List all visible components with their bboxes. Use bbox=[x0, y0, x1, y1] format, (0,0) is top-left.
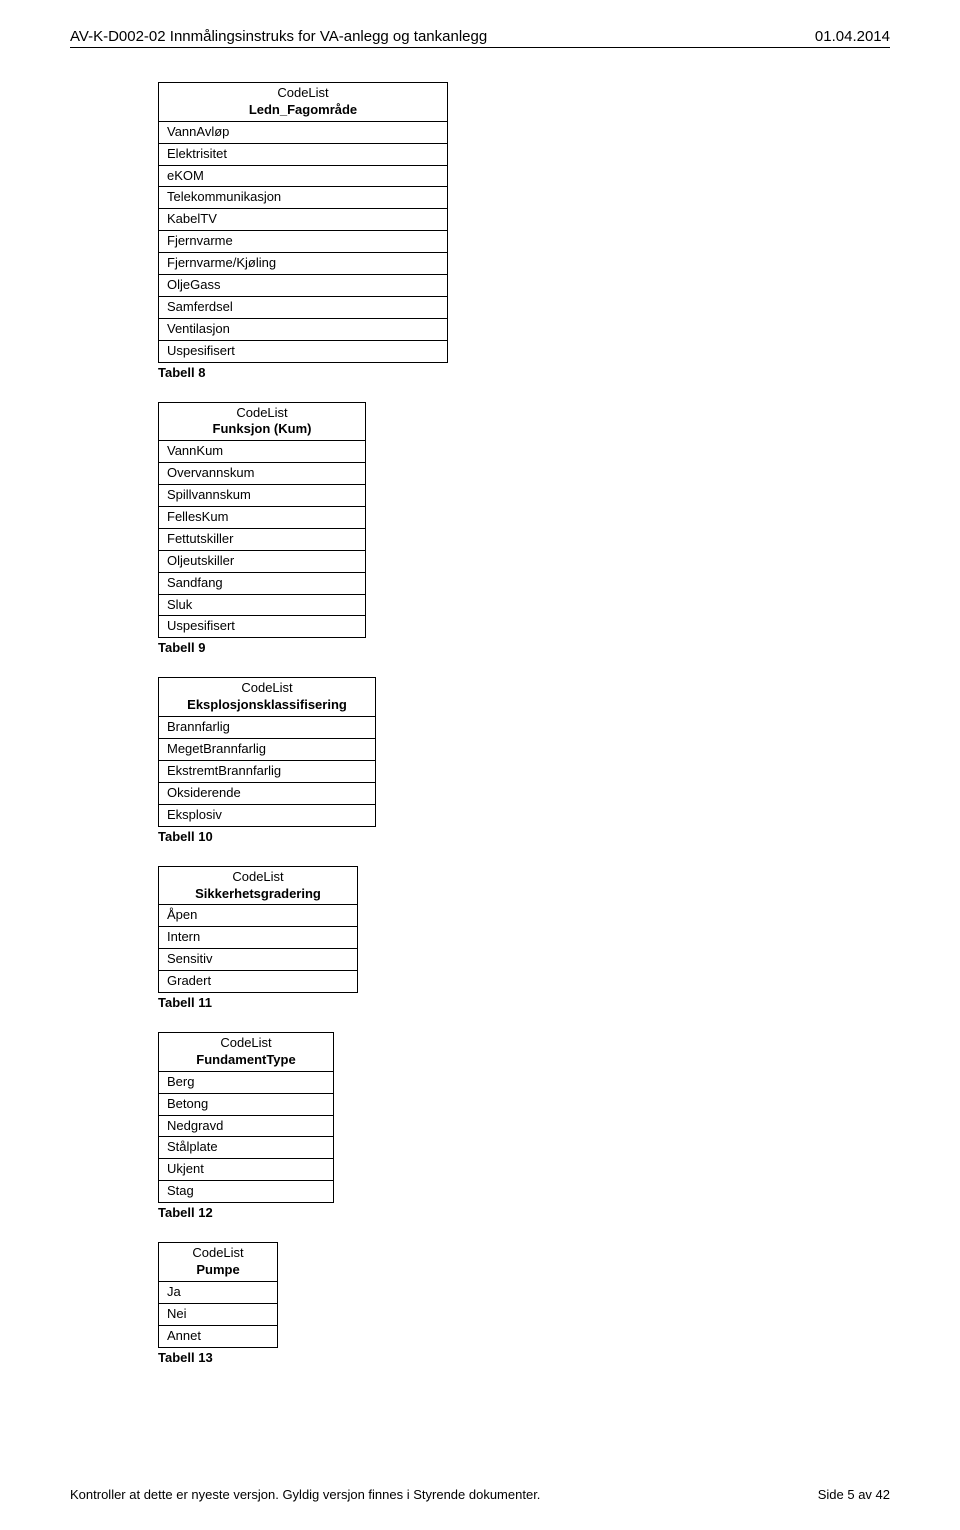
codelist-row: Berg bbox=[159, 1071, 334, 1093]
codelist-label: CodeList bbox=[167, 405, 357, 422]
codelist-row: Oksiderende bbox=[159, 782, 376, 804]
header-left: AV-K-D002-02 Innmålingsinstruks for VA-a… bbox=[70, 28, 487, 45]
codelist-row: Samferdsel bbox=[159, 296, 448, 318]
table-caption: Tabell 9 bbox=[158, 640, 890, 655]
table-caption: Tabell 8 bbox=[158, 365, 890, 380]
codelist-row: Nedgravd bbox=[159, 1115, 334, 1137]
codelist-table: CodeListFunksjon (Kum)VannKumOvervannsku… bbox=[158, 402, 366, 639]
codelist-row: Annet bbox=[159, 1325, 278, 1347]
codelist-row: EkstremtBrannfarlig bbox=[159, 760, 376, 782]
codelist-title: FundamentType bbox=[167, 1052, 325, 1069]
page-header: AV-K-D002-02 Innmålingsinstruks for VA-a… bbox=[70, 28, 890, 45]
page-footer: Kontroller at dette er nyeste versjon. G… bbox=[70, 1487, 890, 1502]
codelist-row: Sluk bbox=[159, 594, 366, 616]
codelist-table: CodeListSikkerhetsgraderingÅpenInternSen… bbox=[158, 866, 358, 993]
codelist-table: CodeListPumpeJaNeiAnnet bbox=[158, 1242, 278, 1347]
codelist-row: Ukjent bbox=[159, 1159, 334, 1181]
codelist-label: CodeList bbox=[167, 1035, 325, 1052]
codelist-row: Fjernvarme/Kjøling bbox=[159, 253, 448, 275]
codelist-row: Stag bbox=[159, 1181, 334, 1203]
footer-right: Side 5 av 42 bbox=[818, 1487, 890, 1502]
codelist-label: CodeList bbox=[167, 869, 349, 886]
codelist-row: FellesKum bbox=[159, 507, 366, 529]
codelist-label: CodeList bbox=[167, 1245, 269, 1262]
codelist-title: Funksjon (Kum) bbox=[167, 421, 357, 438]
codelist-row: VannKum bbox=[159, 441, 366, 463]
table-caption: Tabell 11 bbox=[158, 995, 890, 1010]
codelist-row: Ventilasjon bbox=[159, 318, 448, 340]
codelist-row: KabelTV bbox=[159, 209, 448, 231]
codelist-row: MegetBrannfarlig bbox=[159, 739, 376, 761]
page: AV-K-D002-02 Innmålingsinstruks for VA-a… bbox=[0, 0, 960, 1530]
codelist-header: CodeListPumpe bbox=[159, 1243, 278, 1282]
codelist-row: VannAvløp bbox=[159, 121, 448, 143]
codelist-header: CodeListLedn_Fagområde bbox=[159, 83, 448, 122]
codelist-row: Gradert bbox=[159, 971, 358, 993]
codelist-header: CodeListFunksjon (Kum) bbox=[159, 402, 366, 441]
codelist-row: Sandfang bbox=[159, 572, 366, 594]
codelist-table: CodeListEksplosjonsklassifiseringBrannfa… bbox=[158, 677, 376, 826]
codelist-row: eKOM bbox=[159, 165, 448, 187]
codelist-row: OljeGass bbox=[159, 275, 448, 297]
codelist-title: Pumpe bbox=[167, 1262, 269, 1279]
header-right: 01.04.2014 bbox=[815, 28, 890, 45]
codelist-row: Nei bbox=[159, 1303, 278, 1325]
codelist-row: Stålplate bbox=[159, 1137, 334, 1159]
table-caption: Tabell 12 bbox=[158, 1205, 890, 1220]
header-rule bbox=[70, 47, 890, 48]
table-caption: Tabell 13 bbox=[158, 1350, 890, 1365]
codelist-row: Oljeutskiller bbox=[159, 550, 366, 572]
codelist-row: Sensitiv bbox=[159, 949, 358, 971]
codelist-row: Elektrisitet bbox=[159, 143, 448, 165]
codelist-row: Uspesifisert bbox=[159, 340, 448, 362]
codelist-table: CodeListLedn_FagområdeVannAvløpElektrisi… bbox=[158, 82, 448, 363]
codelist-row: Fettutskiller bbox=[159, 528, 366, 550]
codelist-row: Fjernvarme bbox=[159, 231, 448, 253]
tables-container: CodeListLedn_FagområdeVannAvløpElektrisi… bbox=[158, 82, 890, 1365]
codelist-row: Betong bbox=[159, 1093, 334, 1115]
codelist-row: Brannfarlig bbox=[159, 717, 376, 739]
codelist-header: CodeListFundamentType bbox=[159, 1032, 334, 1071]
codelist-row: Uspesifisert bbox=[159, 616, 366, 638]
codelist-row: Intern bbox=[159, 927, 358, 949]
codelist-row: Eksplosiv bbox=[159, 804, 376, 826]
codelist-title: Eksplosjonsklassifisering bbox=[167, 697, 367, 714]
codelist-label: CodeList bbox=[167, 85, 439, 102]
codelist-row: Telekommunikasjon bbox=[159, 187, 448, 209]
codelist-row: Ja bbox=[159, 1281, 278, 1303]
codelist-label: CodeList bbox=[167, 680, 367, 697]
codelist-row: Spillvannskum bbox=[159, 485, 366, 507]
footer-left: Kontroller at dette er nyeste versjon. G… bbox=[70, 1487, 540, 1502]
codelist-header: CodeListEksplosjonsklassifisering bbox=[159, 678, 376, 717]
table-caption: Tabell 10 bbox=[158, 829, 890, 844]
codelist-row: Overvannskum bbox=[159, 463, 366, 485]
codelist-title: Ledn_Fagområde bbox=[167, 102, 439, 119]
codelist-title: Sikkerhetsgradering bbox=[167, 886, 349, 903]
codelist-table: CodeListFundamentTypeBergBetongNedgravdS… bbox=[158, 1032, 334, 1203]
codelist-header: CodeListSikkerhetsgradering bbox=[159, 866, 358, 905]
codelist-row: Åpen bbox=[159, 905, 358, 927]
